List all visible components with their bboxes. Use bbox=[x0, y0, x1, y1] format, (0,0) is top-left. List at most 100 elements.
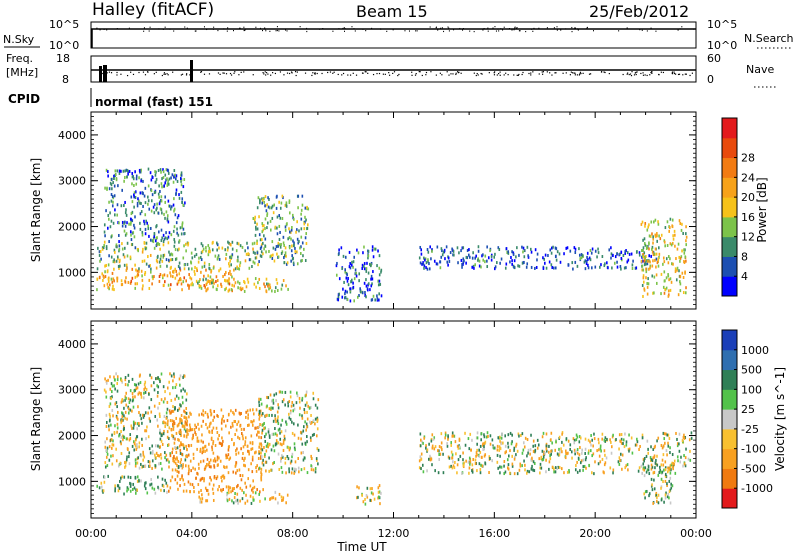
data-point bbox=[160, 488, 162, 492]
data-point bbox=[429, 458, 432, 462]
data-point bbox=[158, 195, 160, 199]
nsky-sample bbox=[514, 26, 516, 28]
nsky-sample bbox=[149, 26, 151, 28]
data-point bbox=[599, 265, 601, 269]
data-point bbox=[572, 267, 574, 271]
data-point bbox=[233, 419, 236, 423]
data-point bbox=[187, 283, 189, 287]
data-point bbox=[464, 431, 466, 435]
data-point bbox=[440, 432, 443, 436]
data-point bbox=[159, 380, 161, 384]
data-point bbox=[541, 458, 544, 462]
nave-sample bbox=[314, 72, 316, 74]
data-point bbox=[157, 475, 159, 479]
data-point bbox=[122, 418, 124, 422]
data-point bbox=[150, 477, 152, 481]
data-point bbox=[650, 220, 653, 224]
data-point bbox=[166, 386, 169, 390]
nsky-sample bbox=[516, 26, 518, 29]
data-point bbox=[116, 426, 119, 430]
data-point bbox=[193, 485, 195, 489]
data-point bbox=[104, 461, 107, 465]
data-point bbox=[262, 488, 264, 492]
data-point bbox=[216, 248, 218, 252]
data-point bbox=[124, 410, 127, 414]
data-point bbox=[685, 232, 687, 236]
nave-sample bbox=[230, 74, 233, 76]
data-point bbox=[644, 256, 646, 260]
data-point bbox=[666, 453, 668, 457]
data-point bbox=[504, 470, 507, 474]
data-point bbox=[420, 248, 423, 252]
colorbar-tick-label: 20 bbox=[741, 191, 755, 204]
data-point bbox=[129, 398, 132, 402]
data-point bbox=[214, 254, 217, 258]
data-point bbox=[683, 436, 686, 440]
data-point bbox=[178, 444, 181, 448]
data-point bbox=[233, 487, 235, 491]
data-point bbox=[261, 224, 264, 228]
data-point bbox=[252, 486, 254, 490]
data-point bbox=[198, 427, 200, 431]
data-point bbox=[162, 239, 165, 243]
data-point bbox=[300, 217, 303, 221]
data-point bbox=[193, 427, 196, 431]
data-point bbox=[241, 474, 244, 478]
nsky-sample bbox=[494, 26, 496, 28]
data-point bbox=[127, 373, 130, 377]
data-point bbox=[256, 251, 259, 255]
data-point bbox=[106, 282, 109, 286]
data-point bbox=[565, 246, 568, 250]
data-point bbox=[422, 441, 424, 445]
data-point bbox=[155, 170, 157, 174]
data-point bbox=[462, 464, 465, 468]
nave-sample bbox=[600, 71, 603, 73]
data-point bbox=[120, 377, 122, 381]
data-point bbox=[204, 449, 206, 453]
data-point bbox=[138, 267, 140, 271]
data-point bbox=[284, 456, 287, 460]
data-point bbox=[153, 231, 156, 235]
data-point bbox=[308, 406, 311, 410]
data-point bbox=[172, 203, 175, 207]
data-point bbox=[126, 417, 128, 421]
data-point bbox=[160, 182, 163, 186]
data-point bbox=[103, 244, 105, 248]
data-point bbox=[272, 444, 275, 448]
data-point bbox=[363, 245, 365, 249]
data-point bbox=[281, 390, 284, 394]
data-point bbox=[372, 294, 375, 298]
data-point bbox=[174, 173, 176, 177]
data-point bbox=[152, 205, 155, 209]
nave-sample bbox=[488, 72, 490, 74]
data-point bbox=[677, 293, 680, 297]
data-point bbox=[103, 275, 105, 279]
data-point bbox=[689, 458, 692, 462]
data-point bbox=[120, 451, 123, 455]
data-point bbox=[680, 455, 682, 459]
nave-sample bbox=[574, 72, 576, 74]
data-point bbox=[149, 419, 152, 423]
data-point bbox=[643, 456, 646, 460]
data-point bbox=[452, 464, 455, 468]
data-point bbox=[179, 420, 181, 424]
nave-sample bbox=[629, 73, 632, 75]
data-point bbox=[252, 260, 255, 264]
data-point bbox=[252, 408, 254, 412]
data-point bbox=[652, 235, 654, 239]
data-point bbox=[145, 219, 147, 223]
data-point bbox=[129, 222, 132, 226]
data-point bbox=[469, 432, 472, 436]
nave-sample bbox=[288, 72, 291, 75]
data-point bbox=[255, 469, 258, 473]
data-point bbox=[231, 499, 233, 503]
nave-sample bbox=[252, 74, 254, 76]
data-point bbox=[170, 374, 173, 378]
data-point bbox=[683, 433, 685, 437]
data-point bbox=[259, 199, 261, 203]
nave-sample bbox=[622, 73, 624, 76]
data-point bbox=[515, 255, 517, 259]
data-point bbox=[153, 235, 155, 239]
data-point bbox=[256, 239, 258, 243]
data-point bbox=[346, 273, 348, 277]
